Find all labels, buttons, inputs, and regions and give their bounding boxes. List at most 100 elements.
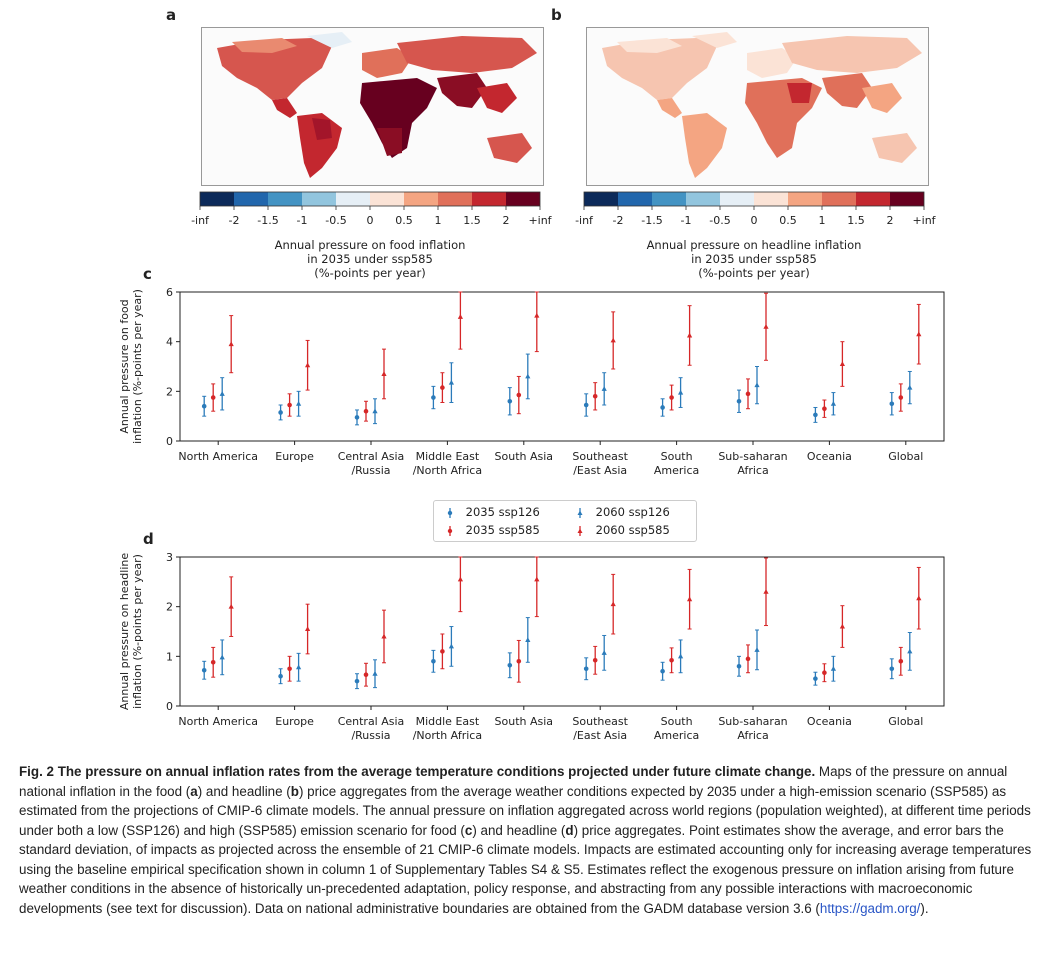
colorbar-tick-label: -0.5 [325, 214, 346, 227]
legend-label: 2060 ssp126 [595, 505, 670, 519]
x-tick-label: South Asia [495, 715, 554, 728]
colorbar-segment [754, 192, 788, 206]
caption-fig-label: Fig. 2 [19, 764, 54, 779]
y-tick-label: 1 [166, 650, 173, 663]
error-bar-point [592, 382, 598, 411]
error-bar-point [278, 404, 283, 421]
x-tick-label: Middle East [416, 450, 480, 463]
colorbar-tick-label: -2 [229, 214, 240, 227]
caption-bold-ref: d [565, 822, 574, 838]
error-bar-point [610, 311, 616, 370]
colorbar-segment [720, 192, 754, 206]
colorbar-b-title-line: (%-points per year) [698, 266, 810, 280]
error-bar-point [889, 658, 895, 680]
error-bar-point [736, 389, 742, 413]
error-bar-point [201, 660, 207, 680]
error-bar-point [440, 372, 445, 404]
food-inflation-map [201, 27, 544, 186]
colorbar-tick-label: 0.5 [395, 214, 413, 227]
error-bar-point [507, 387, 513, 416]
error-bar-point [525, 353, 531, 400]
headline-inflation-map [586, 27, 929, 186]
error-bar-point [210, 646, 216, 678]
colorbar-b-title: Annual pressure on headline inflation in… [604, 238, 904, 280]
error-bar-point [525, 617, 531, 663]
x-tick-label: North America [178, 715, 258, 728]
x-tick-label: Africa [737, 464, 768, 477]
colorbar-tick-label: -1 [297, 214, 308, 227]
caption-bold-ref: c [464, 822, 473, 838]
error-bar-point [669, 384, 674, 411]
x-tick-label: South Asia [495, 450, 554, 463]
gadm-link[interactable]: https://gadm.org/ [819, 900, 921, 916]
colorbar-segment [856, 192, 890, 206]
colorbar-segment [686, 192, 720, 206]
colorbar-tick-label: 2 [887, 214, 894, 227]
colorbar-tick-label: -1.5 [257, 214, 278, 227]
error-bar-point [592, 645, 598, 675]
caption-text: ) price aggregates. Point estimates show… [19, 822, 1032, 916]
error-bar-point [916, 303, 922, 365]
error-bar-point [507, 652, 513, 679]
colorbar-tick-label: +inf [912, 214, 936, 227]
colorbar-tick-label: 0.5 [779, 214, 797, 227]
error-bar-point [305, 603, 311, 655]
caption-text: ) price aggregates from the average weat… [19, 783, 1031, 838]
colorbar-segment [370, 192, 404, 206]
caption-text: ) and headline ( [197, 783, 291, 799]
error-bar-point [601, 634, 607, 671]
error-bar-point [219, 639, 225, 676]
y-axis-label: Annual pressure on headline [118, 553, 131, 710]
error-bar-point [431, 385, 436, 410]
x-tick-label: Africa [737, 729, 768, 742]
x-tick-label: /Russia [351, 464, 390, 477]
error-bar-point [372, 398, 378, 425]
x-tick-label: /North Africa [413, 464, 482, 477]
colorbar-tick-label: 1 [435, 214, 442, 227]
food-inflation-region-chart: 0 2 4 6 Annual pressure on food inflation (%-… [118, 286, 945, 477]
y-tick-label: 2 [166, 385, 173, 398]
legend-label: 2060 ssp585 [595, 523, 670, 537]
legend-item-2060-ssp585: 2060 ssp585 [574, 522, 670, 538]
x-tick-label: Middle East [416, 715, 480, 728]
error-bar-point [583, 657, 589, 681]
chart-legend: 2035 ssp126 2060 ssp126 2035 ssp585 2060… [433, 500, 697, 542]
x-tick-label: /Russia [351, 729, 390, 742]
legend-item-2035-ssp585: 2035 ssp585 [444, 522, 540, 538]
error-bar-point [813, 671, 818, 686]
error-bar-point [583, 393, 589, 417]
colorbar-segment [268, 192, 302, 206]
error-bar-point [745, 644, 751, 674]
x-tick-label: Oceania [807, 715, 852, 728]
colorbar-a-title-line: (%-points per year) [314, 266, 426, 280]
error-bar-point [516, 639, 522, 683]
x-tick-label: Sub-saharan [718, 715, 787, 728]
colorbar-a-title: Annual pressure on food inflation in 203… [220, 238, 520, 280]
error-bar-point [687, 568, 693, 630]
colorbar-tick-label: -2 [613, 214, 624, 227]
error-bar-point [305, 339, 311, 391]
y-axis-label: Annual pressure on food [118, 299, 131, 433]
x-tick-label: Global [888, 450, 923, 463]
x-tick-label: South [661, 450, 693, 463]
colorbar-tick-label: 0 [367, 214, 374, 227]
error-bar-point [219, 377, 225, 411]
error-bar-point [228, 315, 234, 374]
colorbar-segment [404, 192, 438, 206]
colorbar-tick-label: 0 [751, 214, 758, 227]
error-bar-point [210, 383, 216, 412]
error-bar-point [660, 661, 665, 681]
caption-title: The pressure on annual inflation rates f… [57, 764, 816, 779]
error-bar-point [839, 341, 845, 387]
error-bar-point [457, 291, 463, 350]
error-bar-point [278, 668, 283, 685]
legend-item-2060-ssp126: 2060 ssp126 [574, 504, 670, 520]
y-tick-label: 6 [166, 286, 173, 299]
error-bar-point [534, 291, 540, 353]
error-bar-point [431, 649, 436, 673]
error-bar-point [448, 626, 454, 667]
x-tick-label: Europe [275, 450, 314, 463]
legend-marker-icon [447, 507, 453, 518]
x-tick-label: South [661, 715, 693, 728]
legend-triangle-icon [577, 525, 583, 536]
